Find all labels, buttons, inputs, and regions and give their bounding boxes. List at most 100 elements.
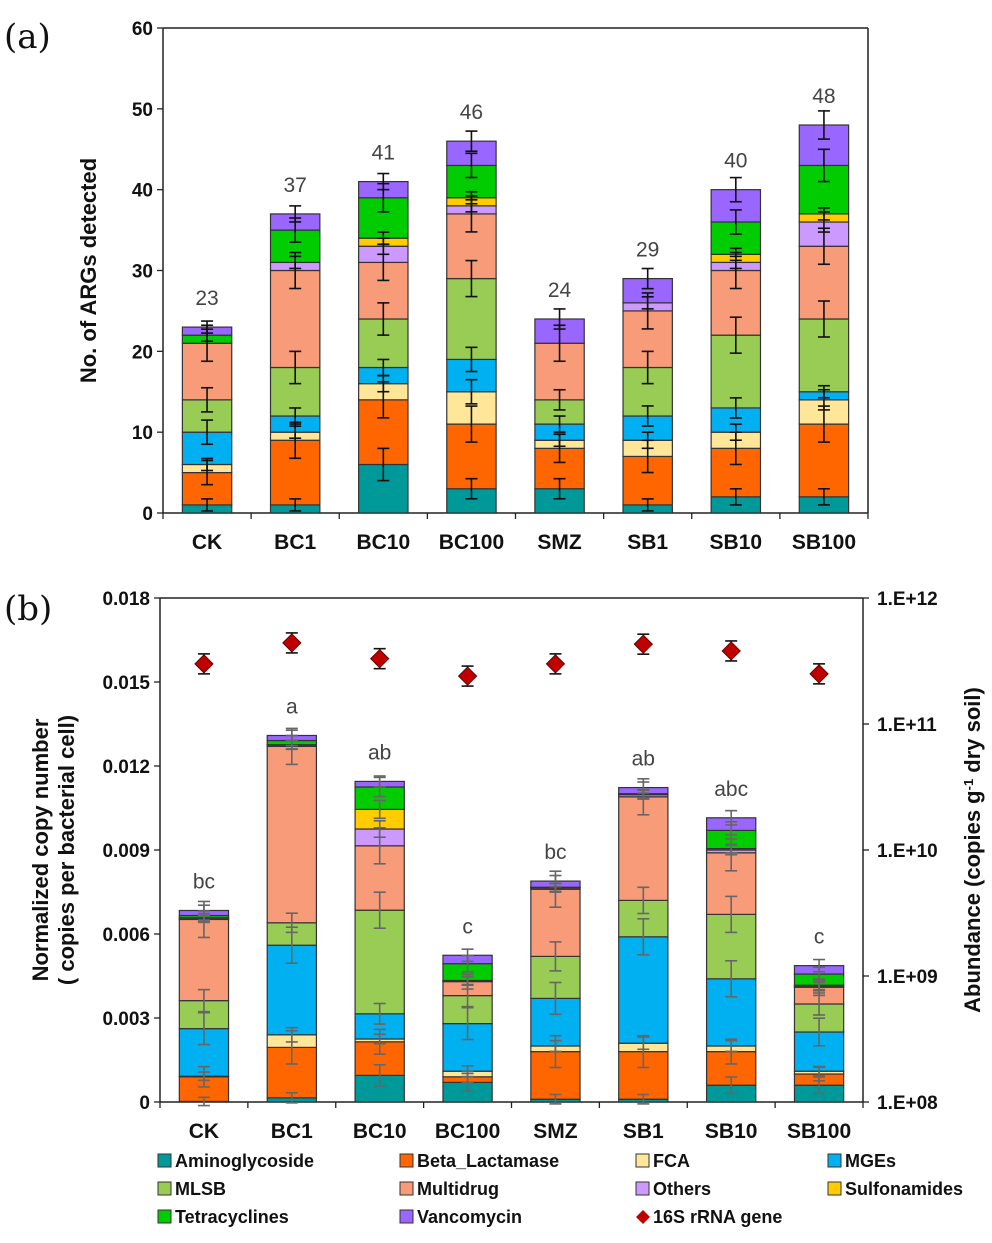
- y-tick-label: 0.009: [102, 841, 150, 862]
- y-tick-label: 0.018: [102, 589, 150, 610]
- y-tick-label: 60: [132, 19, 153, 40]
- bar-segment-mges: [618, 936, 669, 1044]
- legend-label: Others: [653, 1179, 711, 1199]
- legend-swatch: [399, 1181, 414, 1196]
- x-tick-label: BC100: [439, 531, 504, 554]
- y-tick-label: 40: [132, 181, 153, 202]
- legend-swatch: [399, 1209, 414, 1224]
- panel-a-label: (a): [4, 17, 51, 57]
- x-tick-label: SMZ: [537, 531, 582, 554]
- 16s-rrna-marker: [194, 654, 214, 674]
- 16s-rrna-marker: [545, 654, 566, 674]
- significance-label: ab: [632, 748, 655, 771]
- y2-tick-label: 1.E+08: [877, 1093, 938, 1114]
- y2-title-sup: -1: [961, 779, 976, 791]
- x-tick-label: CK: [189, 1120, 219, 1143]
- y-axis-title: No. of ARGs detected: [76, 158, 101, 383]
- x-tick-label: SB1: [623, 1120, 664, 1143]
- y-tick-label: 20: [132, 342, 153, 363]
- y-tick-label: 10: [132, 423, 153, 444]
- total-label: 23: [195, 287, 218, 310]
- y-tick-label: 30: [132, 262, 153, 283]
- x-tick-label: SB10: [705, 1120, 758, 1143]
- x-tick-label: SB100: [792, 531, 856, 554]
- legend-diamond-icon: [636, 1210, 650, 1224]
- x-tick-label: SB100: [787, 1120, 851, 1143]
- legend-swatch: [157, 1181, 172, 1196]
- significance-label: c: [462, 915, 473, 938]
- significance-label: bc: [193, 870, 215, 893]
- legend-item-others: Others: [635, 1179, 711, 1199]
- legend-swatch: [635, 1181, 650, 1196]
- legend-swatch: [399, 1153, 414, 1168]
- legend-swatch: [827, 1181, 842, 1196]
- 16s-rrna-marker: [282, 633, 302, 653]
- x-tick-label: BC1: [274, 531, 316, 554]
- y2-title-part: Abundance (copies g: [960, 790, 985, 1012]
- x-tick-label: BC100: [435, 1120, 500, 1143]
- total-label: 46: [460, 101, 483, 124]
- legend-label: Aminoglycoside: [175, 1151, 314, 1171]
- legend-label: MGEs: [845, 1151, 896, 1171]
- 16s-rrna-marker: [633, 634, 654, 654]
- significance-label: a: [286, 695, 298, 718]
- legend-item-aminoglycoside: Aminoglycoside: [157, 1151, 314, 1171]
- legend-item-vancomycin: Vancomycin: [399, 1207, 522, 1227]
- y2-axis-title: Abundance (copies g-1 dry soil): [960, 687, 985, 1013]
- y2-tick-label: 1.E+12: [877, 589, 938, 610]
- y2-tick-label: 1.E+11: [877, 715, 937, 736]
- significance-label: ab: [368, 741, 391, 764]
- y2-title-part: dry soil): [960, 687, 985, 779]
- legend-label: MLSB: [175, 1179, 226, 1199]
- 16s-rrna-marker: [369, 648, 390, 669]
- legend: Aminoglycoside Beta_Lactamase FCA MGEs MLSB M…: [157, 1151, 963, 1227]
- total-label: 41: [372, 142, 395, 165]
- y-tick-label: 0: [142, 504, 153, 525]
- y-tick-label: 0.015: [102, 673, 150, 694]
- legend-swatch: [157, 1153, 172, 1168]
- y2-tick-label: 1.E+10: [877, 841, 938, 862]
- legend-item-mges: MGEs: [827, 1151, 896, 1171]
- legend-item-sulfonamides: Sulfonamides: [827, 1179, 963, 1199]
- 16s-rrna-marker: [809, 664, 829, 684]
- legend-label: FCA: [653, 1151, 690, 1171]
- legend-item-mlsb: MLSB: [157, 1179, 226, 1199]
- y-tick-label: 0.006: [102, 925, 150, 946]
- legend-label: Beta_Lactamase: [417, 1151, 559, 1171]
- bar-segment-multidrug: [266, 745, 318, 924]
- x-tick-label: SB10: [710, 531, 763, 554]
- legend-item-fca: FCA: [635, 1151, 690, 1171]
- x-tick-label: BC10: [356, 531, 410, 554]
- 16s-rrna-marker: [721, 641, 741, 661]
- x-tick-label: CK: [192, 531, 222, 554]
- total-label: 37: [284, 174, 307, 197]
- total-label: 24: [548, 279, 572, 302]
- y-tick-label: 0: [139, 1093, 150, 1114]
- legend-item-tetracyclines: Tetracyclines: [157, 1207, 289, 1227]
- y-tick-label: 0.012: [102, 757, 150, 778]
- significance-label: c: [814, 926, 825, 949]
- legend-label: Tetracyclines: [175, 1207, 289, 1227]
- significance-label: abc: [714, 778, 748, 801]
- legend-item-beta-lactamase: Beta_Lactamase: [399, 1151, 559, 1171]
- legend-label: Multidrug: [417, 1179, 499, 1199]
- legend-swatch: [157, 1209, 172, 1224]
- x-tick-label: SB1: [627, 531, 668, 554]
- x-tick-label: BC1: [271, 1120, 313, 1143]
- chart-panel-a: 0 10 20 30 40 50 60 No. of ARGs detected CK BC1 BC…: [76, 19, 869, 554]
- legend-label: Vancomycin: [417, 1207, 522, 1227]
- y2-tick-label: 1.E+09: [877, 967, 938, 988]
- legend-item-16s-rrna-gene: 16S rRNA gene: [636, 1207, 782, 1227]
- legend-label: Sulfonamides: [845, 1179, 963, 1199]
- y-axis-title: Normalized copy number( copies per bacte…: [28, 715, 79, 985]
- x-tick-label: SMZ: [533, 1120, 578, 1143]
- x-tick-label: BC10: [353, 1120, 407, 1143]
- legend-item-multidrug: Multidrug: [399, 1179, 499, 1199]
- 16s-rrna-marker: [457, 666, 478, 686]
- y-tick-label: 50: [132, 100, 153, 121]
- legend-swatch: [635, 1153, 650, 1168]
- legend-label: 16S rRNA gene: [653, 1207, 782, 1227]
- chart-panel-b: 0 0.003 0.006 0.009 0.012 0.015 0.018 Normalize…: [28, 589, 985, 1143]
- total-label: 40: [724, 150, 747, 173]
